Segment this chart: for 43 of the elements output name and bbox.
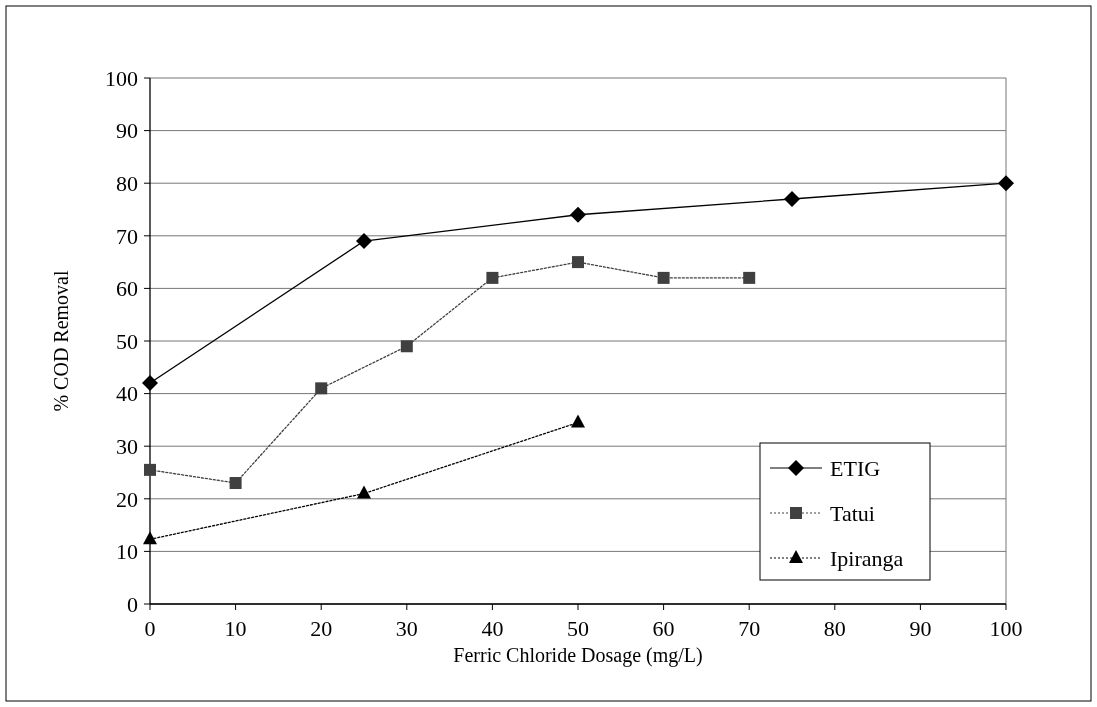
legend-label: Ipiranga [830, 545, 904, 571]
y-tick-label: 0 [127, 591, 138, 617]
point [572, 256, 584, 269]
x-tick-label: 30 [395, 616, 418, 641]
x-tick-label: 80 [823, 616, 846, 641]
point [743, 271, 756, 284]
y-tick-label: 20 [116, 486, 138, 512]
y-tick-label: 60 [116, 276, 138, 302]
x-tick-label: 0 [144, 616, 156, 641]
x-tick-label: 70 [738, 616, 761, 641]
point [784, 190, 800, 207]
point [142, 375, 158, 392]
x-axis-title: Ferric Chloride Dosage (mg/L) [453, 644, 703, 667]
x-tick-label: 100 [989, 616, 1023, 641]
y-tick-label: 100 [105, 65, 138, 91]
y-tick-label: 10 [116, 539, 138, 565]
point [570, 206, 586, 223]
y-tick-label: 50 [116, 328, 138, 354]
point [356, 233, 372, 250]
x-tick-label: 20 [310, 616, 333, 641]
x-tick-label: 60 [652, 616, 675, 641]
y-tick-label: 90 [116, 118, 138, 144]
y-tick-label: 70 [116, 223, 138, 249]
x-tick-label: 40 [481, 616, 504, 641]
y-tick-label: 40 [116, 381, 138, 407]
point [486, 271, 499, 284]
point [357, 485, 371, 499]
point [315, 382, 328, 395]
y-tick-label: 30 [116, 433, 138, 459]
y-axis-title: % COD Removal [50, 270, 72, 412]
x-tick-label: 50 [567, 616, 589, 641]
legend-label: Tatui [830, 500, 875, 526]
y-tick-label: 80 [116, 170, 138, 196]
point [998, 175, 1014, 192]
x-tick-label: 90 [909, 616, 932, 641]
point [143, 531, 157, 545]
point [657, 271, 670, 284]
point [144, 463, 156, 476]
point [229, 477, 242, 490]
legend-label: ETIG [830, 455, 881, 481]
point [571, 414, 585, 428]
point [400, 340, 413, 353]
x-tick-label: 10 [224, 616, 247, 641]
